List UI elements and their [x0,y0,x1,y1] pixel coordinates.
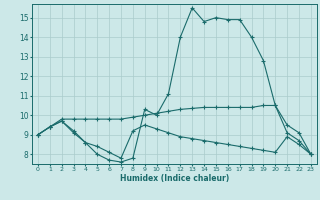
X-axis label: Humidex (Indice chaleur): Humidex (Indice chaleur) [120,174,229,183]
